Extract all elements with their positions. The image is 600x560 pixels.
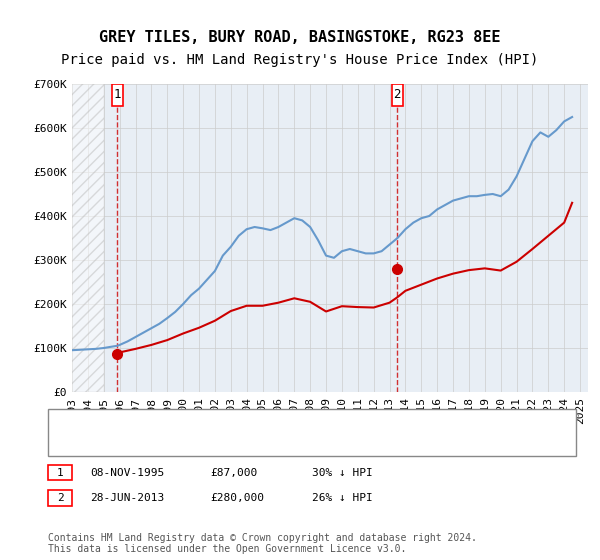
Text: 1: 1: [56, 468, 64, 478]
Text: Price paid vs. HM Land Registry's House Price Index (HPI): Price paid vs. HM Land Registry's House …: [61, 53, 539, 67]
Text: GREY TILES, BURY ROAD, BASINGSTOKE, RG23 8EE: GREY TILES, BURY ROAD, BASINGSTOKE, RG23…: [99, 30, 501, 45]
Text: 2: 2: [56, 493, 64, 503]
Text: 2: 2: [394, 88, 401, 101]
Text: HPI: Average price, detached house, Basingstoke and Deane: HPI: Average price, detached house, Basi…: [96, 438, 452, 448]
Text: GREY TILES, BURY ROAD, BASINGSTOKE, RG23 8EE (detached house): GREY TILES, BURY ROAD, BASINGSTOKE, RG23…: [96, 417, 477, 427]
Text: 28-JUN-2013: 28-JUN-2013: [90, 493, 164, 503]
Text: 30% ↓ HPI: 30% ↓ HPI: [312, 468, 373, 478]
FancyBboxPatch shape: [392, 84, 403, 105]
Text: 08-NOV-1995: 08-NOV-1995: [90, 468, 164, 478]
FancyBboxPatch shape: [112, 84, 123, 105]
Text: £280,000: £280,000: [210, 493, 264, 503]
Text: —: —: [66, 413, 76, 431]
Text: 26% ↓ HPI: 26% ↓ HPI: [312, 493, 373, 503]
Text: 1: 1: [113, 88, 121, 101]
Text: Contains HM Land Registry data © Crown copyright and database right 2024.
This d: Contains HM Land Registry data © Crown c…: [48, 533, 477, 554]
Text: —: —: [66, 434, 76, 452]
Text: £87,000: £87,000: [210, 468, 257, 478]
